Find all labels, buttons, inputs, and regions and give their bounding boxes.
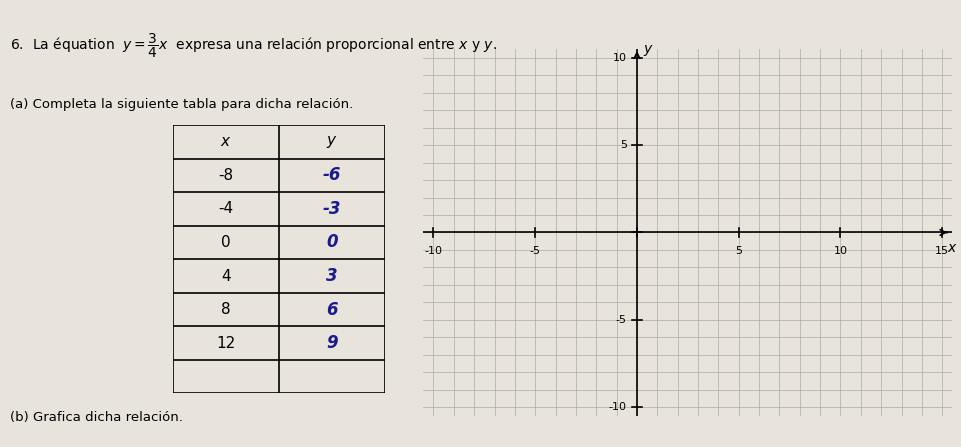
- Text: -10: -10: [608, 402, 627, 412]
- Text: 8: 8: [221, 302, 231, 317]
- Text: -8: -8: [218, 168, 234, 183]
- Text: 10: 10: [832, 246, 847, 257]
- Text: -5: -5: [615, 315, 627, 325]
- Text: $y$: $y$: [642, 43, 653, 59]
- Text: -4: -4: [218, 202, 234, 216]
- Text: 6.  La équation  $y=\dfrac{3}{4}x$  expresa una relación proporcional entre $x$ : 6. La équation $y=\dfrac{3}{4}x$ expresa…: [10, 31, 496, 59]
- Text: 5: 5: [734, 246, 742, 257]
- Text: $x$: $x$: [946, 241, 957, 255]
- Text: -6: -6: [322, 166, 341, 185]
- Text: -3: -3: [322, 200, 341, 218]
- Text: $x$: $x$: [220, 135, 232, 149]
- Text: 9: 9: [326, 334, 337, 352]
- Text: 5: 5: [619, 140, 627, 150]
- Text: -10: -10: [424, 246, 442, 257]
- Text: (b) Grafica dicha relación.: (b) Grafica dicha relación.: [10, 411, 183, 424]
- Text: -5: -5: [530, 246, 540, 257]
- Text: 6: 6: [326, 300, 337, 319]
- Text: 0: 0: [221, 235, 231, 250]
- Text: 12: 12: [216, 336, 235, 350]
- Text: 15: 15: [934, 246, 949, 257]
- Text: $y$: $y$: [326, 134, 337, 150]
- Text: 3: 3: [326, 267, 337, 285]
- Text: 4: 4: [221, 269, 231, 283]
- Text: (a) Completa la siguiente tabla para dicha relación.: (a) Completa la siguiente tabla para dic…: [10, 98, 353, 111]
- Text: 0: 0: [326, 233, 337, 252]
- Text: 10: 10: [612, 53, 627, 63]
